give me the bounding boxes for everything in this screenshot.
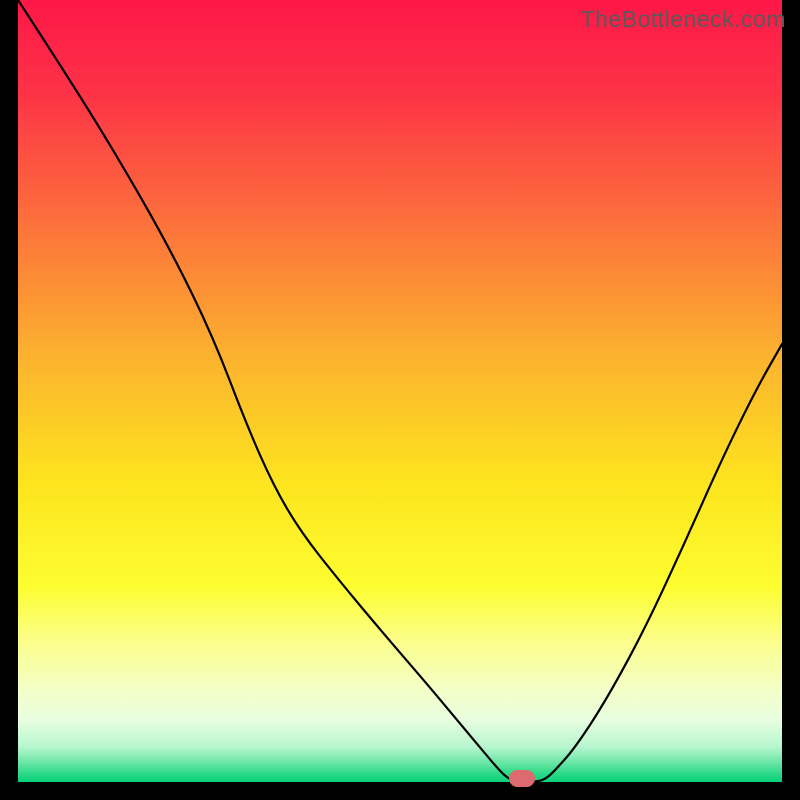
chart-frame: TheBottleneck.com [0, 0, 800, 800]
optimum-marker [509, 770, 535, 787]
plot-background [18, 0, 782, 782]
chart-svg [0, 0, 800, 800]
watermark-label: TheBottleneck.com [581, 6, 786, 33]
